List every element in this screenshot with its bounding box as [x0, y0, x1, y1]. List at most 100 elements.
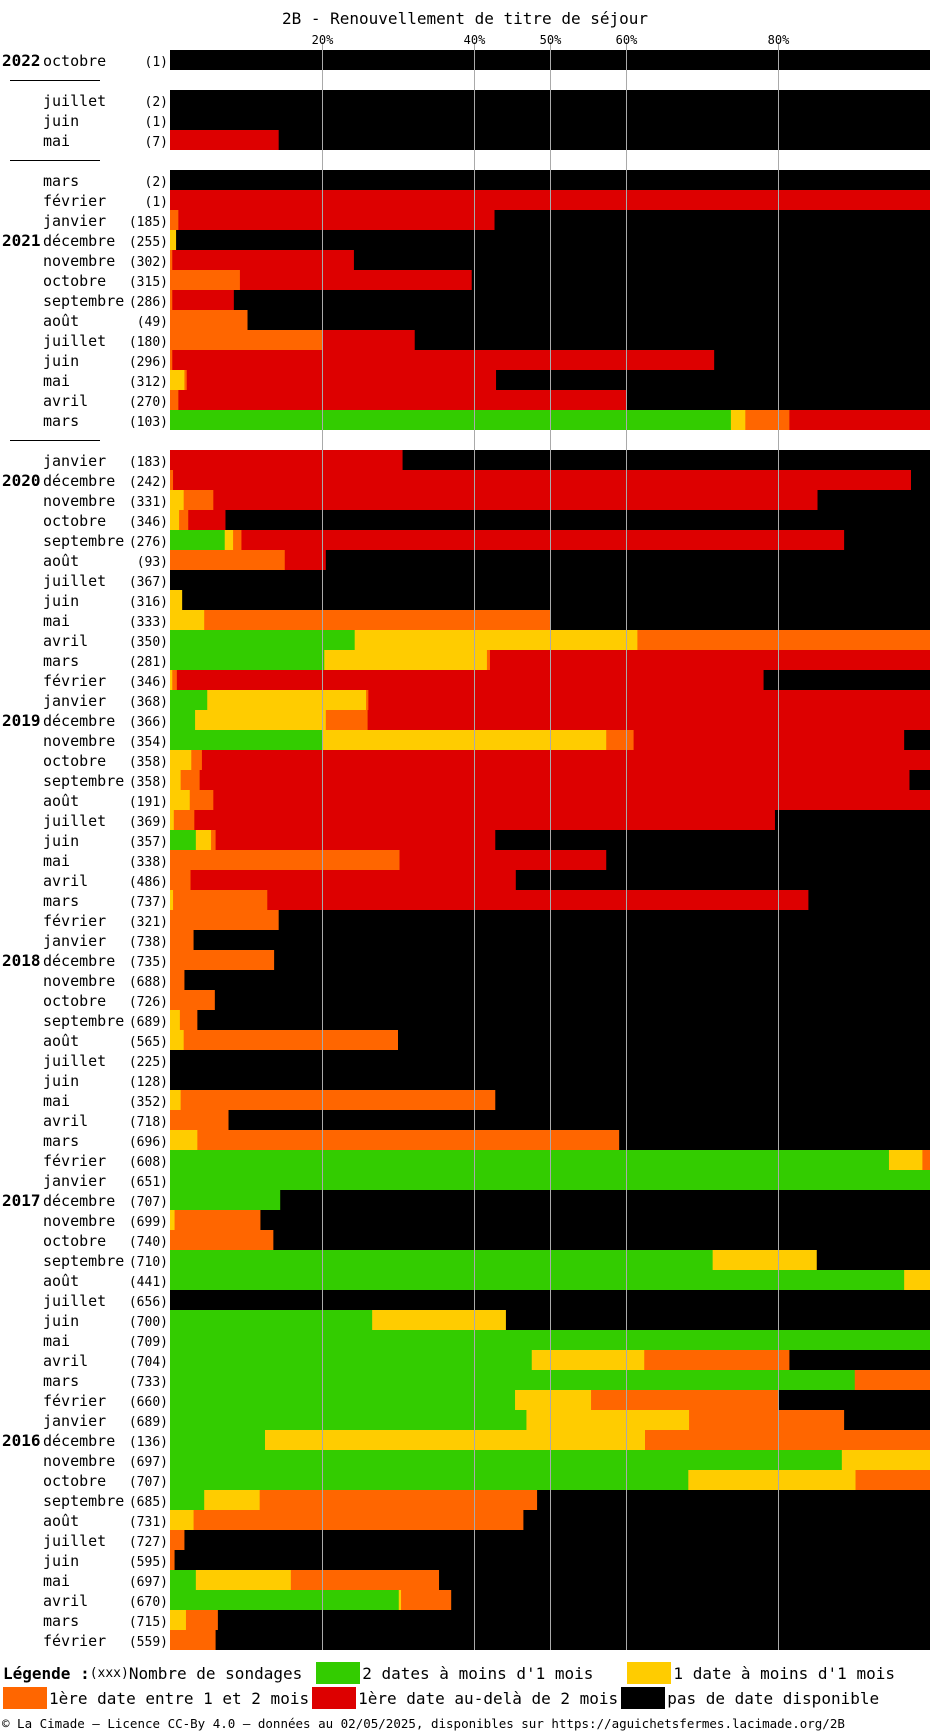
- x-tick-label: 40%: [464, 33, 486, 47]
- bar-segment-black: [515, 870, 930, 890]
- bar-segment-red: [199, 770, 910, 790]
- bar-segment-orange: [179, 510, 189, 530]
- bar-segment-orange: [606, 730, 634, 750]
- row-year-label: 2020: [2, 471, 41, 490]
- row-month-label: octobre: [43, 272, 106, 290]
- bar-segment-red: [172, 250, 355, 270]
- bar-segment-orange: [645, 1430, 930, 1450]
- row-month-label: juillet: [43, 1052, 106, 1070]
- bar-segment-black: [182, 590, 930, 610]
- legend-row-1: Légende : (xxx) Nombre de sondages 2 dat…: [0, 1662, 895, 1684]
- row-month-label: mars: [43, 1132, 79, 1150]
- bar-segment-orange: [170, 1630, 216, 1650]
- row-count-label: (333): [129, 615, 168, 630]
- bar-segment-orange: [183, 1030, 399, 1050]
- bar-segment-black: [844, 1410, 930, 1430]
- x-tick-label: 80%: [768, 33, 790, 47]
- row-month-label: novembre: [43, 972, 115, 990]
- row-count-label: (346): [129, 515, 168, 530]
- bar-segment-black: [439, 1570, 930, 1590]
- row-count-label: (697): [129, 1455, 168, 1470]
- bar-segment-black: [217, 1610, 930, 1630]
- bar-segment-black: [225, 510, 930, 530]
- bar-segment-orange: [233, 530, 242, 550]
- row-month-label: avril: [43, 872, 88, 890]
- row-count-label: (128): [129, 1075, 168, 1090]
- row-count-label: (651): [129, 1175, 168, 1190]
- bar-segment-orange: [170, 310, 248, 330]
- row-count-label: (735): [129, 955, 168, 970]
- bar-segment-orange: [170, 910, 280, 930]
- bar-segment-orange: [170, 970, 185, 990]
- bar-segment-orange: [637, 630, 930, 650]
- bar-segment-yellow: [515, 1390, 592, 1410]
- bar-segment-black: [619, 1130, 930, 1150]
- bar-segment-red: [213, 490, 818, 510]
- row-count-label: (183): [129, 455, 168, 470]
- row-month-label: mai: [43, 1332, 70, 1350]
- bar-segment-green: [170, 410, 732, 430]
- row-count-label: (685): [129, 1495, 168, 1510]
- row-month-label: octobre: [43, 1472, 106, 1490]
- bar-segment-orange: [170, 290, 173, 310]
- bar-segment-orange: [189, 790, 214, 810]
- row-month-label: février: [43, 192, 106, 210]
- legend-swatch-orange: [3, 1687, 47, 1709]
- bar-segment-red: [399, 850, 607, 870]
- bar-segment-green: [170, 1450, 843, 1470]
- bar-segment-black: [176, 230, 930, 250]
- row-month-label: mars: [43, 1612, 79, 1630]
- bar-segment-yellow: [730, 410, 746, 430]
- bar-segment-orange: [170, 250, 173, 270]
- row-month-label: septembre: [43, 292, 124, 310]
- bar-segment-orange: [290, 1570, 440, 1590]
- row-month-label: décembre: [43, 1192, 115, 1210]
- bar-segment-orange: [170, 210, 179, 230]
- bar-segment-yellow: [170, 1010, 181, 1030]
- bar-segment-orange: [211, 830, 216, 850]
- row-month-label: août: [43, 312, 79, 330]
- bar-segment-black: [233, 290, 930, 310]
- bar-segment-green: [170, 1190, 281, 1210]
- row-month-label: novembre: [43, 1212, 115, 1230]
- row-month-label: février: [43, 1632, 106, 1650]
- bar-segment-black: [278, 130, 930, 150]
- row-month-label: décembre: [43, 952, 115, 970]
- bar-segment-red: [172, 350, 715, 370]
- legend-swatch-yellow: [627, 1662, 672, 1684]
- bar-segment-green: [170, 1310, 373, 1330]
- row-month-label: janvier: [43, 1172, 106, 1190]
- row-count-label: (358): [129, 775, 168, 790]
- row-count-label: (357): [129, 835, 168, 850]
- bar-segment-orange: [174, 1210, 261, 1230]
- x-tick-label: 60%: [616, 33, 638, 47]
- bar-segment-yellow: [170, 1090, 182, 1110]
- bar-segment-orange: [170, 1230, 274, 1250]
- row-month-label: mars: [43, 172, 79, 190]
- bar-segment-orange: [170, 990, 216, 1010]
- row-month-label: août: [43, 552, 79, 570]
- bar-segment-red: [633, 730, 905, 750]
- bar-segment-red: [201, 750, 930, 770]
- bar-segment-orange: [193, 1510, 524, 1530]
- row-month-label: juillet: [43, 332, 106, 350]
- legend-count-note: (xxx): [89, 1665, 129, 1681]
- row-month-label: août: [43, 1272, 79, 1290]
- bar-segment-red: [172, 290, 235, 310]
- bar-segment-yellow: [170, 1510, 194, 1530]
- row-month-label: juin: [43, 352, 79, 370]
- row-count-label: (350): [129, 635, 168, 650]
- row-count-label: (726): [129, 995, 168, 1010]
- row-count-label: (242): [129, 475, 168, 490]
- row-month-label: janvier: [43, 692, 106, 710]
- row-count-label: (331): [129, 495, 168, 510]
- legend-row-2: 1ère date entre 1 et 2 mois 1ère date au…: [0, 1687, 879, 1709]
- bar-segment-orange: [689, 1410, 845, 1430]
- row-count-label: (366): [129, 715, 168, 730]
- bar-segment-orange: [179, 1010, 198, 1030]
- row-count-label: (321): [129, 915, 168, 930]
- bar-segment-yellow: [170, 510, 180, 530]
- bar-segment-orange: [855, 1470, 930, 1490]
- row-count-label: (688): [129, 975, 168, 990]
- chart-title: 2B - Renouvellement de titre de séjour: [282, 9, 648, 28]
